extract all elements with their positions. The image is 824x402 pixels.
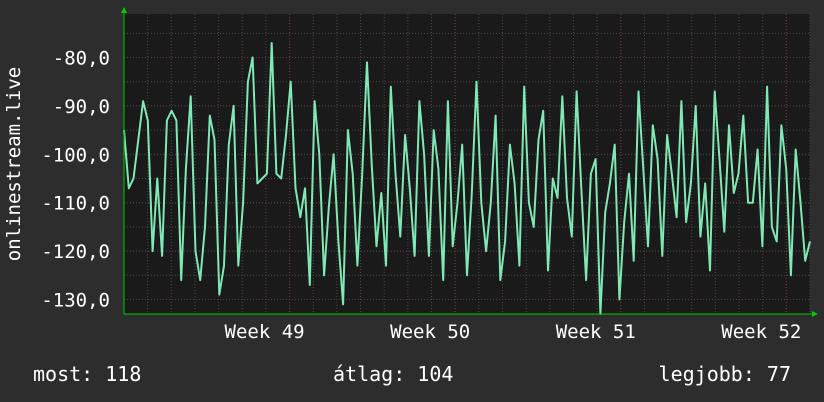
series-line	[123, 42, 811, 315]
y-tick-label: -100,0	[41, 144, 110, 166]
x-tick-label: Week 50	[390, 321, 470, 343]
y-axis-label: onlinestream.live	[3, 67, 25, 261]
x-axis-arrow-icon	[812, 311, 818, 317]
x-tick-label: Week 52	[721, 321, 801, 343]
y-tick-label: -130,0	[41, 289, 110, 311]
x-tick-label: Week 49	[225, 321, 305, 343]
y-axis-arrow-icon	[121, 7, 127, 13]
y-tick-label: -90,0	[53, 96, 110, 118]
current-value: most: 118	[33, 362, 142, 386]
line-chart: -130,0 -120,0 -110,0 -100,0 -90,0 -80,0 Week …	[3, 7, 818, 343]
x-tick-label: Week 51	[556, 321, 636, 343]
y-tick-label: -120,0	[41, 241, 110, 263]
y-tick-label: -80,0	[53, 48, 110, 70]
x-axis-ticks: Week 49 Week 50 Week 51 Week 52	[225, 321, 802, 343]
y-tick-label: -110,0	[41, 193, 110, 215]
average-value: átlag: 104	[333, 362, 454, 386]
best-value: legjobb: 77	[658, 362, 791, 386]
